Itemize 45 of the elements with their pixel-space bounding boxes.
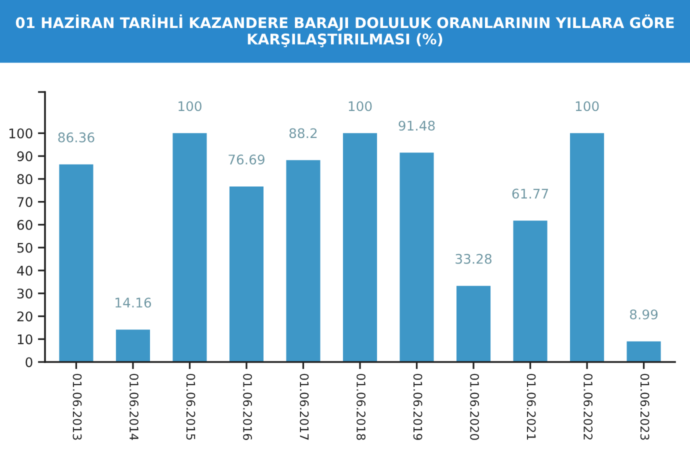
bar bbox=[570, 133, 604, 362]
data-label: 86.36 bbox=[58, 132, 94, 142]
bar bbox=[172, 133, 207, 362]
data-label: 61.77 bbox=[512, 188, 548, 199]
x-tick-label: 01.06.2013 bbox=[72, 374, 82, 440]
y-tick-label: 50 bbox=[17, 242, 32, 253]
bar bbox=[626, 341, 661, 362]
data-label: 100 bbox=[348, 101, 372, 112]
y-tick-label: 80 bbox=[17, 174, 32, 184]
x-tick-label: 01.06.2014 bbox=[130, 374, 138, 440]
data-label: 88.2 bbox=[289, 128, 317, 138]
data-label: 33.28 bbox=[456, 254, 492, 264]
bar bbox=[342, 133, 378, 362]
y-tick-label: 100 bbox=[9, 128, 32, 138]
chart-title: 01 HAZİRAN TARİHLİ KAZANDERE BARAJI DOLULUK ORANLARININ YILLARA GÖRE KARŞILAŞTIRILMASI (%) bbox=[16, 14, 674, 48]
bar bbox=[400, 152, 434, 362]
data-label: 8.99 bbox=[630, 309, 658, 320]
y-tick-label: 60 bbox=[17, 220, 32, 230]
x-tick-label: 01.06.2021 bbox=[526, 374, 536, 440]
x-tick-label: 01.06.2016 bbox=[243, 374, 252, 440]
x-tick-label: 01.06.2018 bbox=[356, 374, 366, 440]
bar bbox=[513, 220, 548, 362]
bar bbox=[59, 164, 94, 362]
bar bbox=[286, 160, 320, 362]
bar bbox=[116, 330, 150, 362]
y-tick-label: 70 bbox=[17, 197, 32, 208]
y-tick-label: 20 bbox=[17, 311, 32, 322]
x-tick-label: 01.06.2022 bbox=[584, 374, 593, 440]
y-tick-label: 0 bbox=[26, 357, 32, 368]
y-tick-label: 40 bbox=[17, 266, 32, 276]
bar bbox=[229, 186, 264, 362]
y-tick-label: 90 bbox=[17, 151, 32, 162]
x-tick-label: 01.06.2015 bbox=[186, 374, 196, 440]
data-label: 100 bbox=[178, 101, 202, 112]
y-tick-label: 10 bbox=[18, 334, 32, 344]
x-tick-label: 01.06.2020 bbox=[470, 374, 480, 440]
x-tick-label: 01.06.2023 bbox=[640, 374, 650, 440]
data-label: 100 bbox=[576, 101, 599, 112]
data-label: 91.48 bbox=[398, 120, 435, 131]
data-label: 14.16 bbox=[116, 298, 152, 308]
x-tick-label: 01.06.2019 bbox=[413, 374, 422, 440]
y-tick-label: 30 bbox=[17, 288, 32, 299]
x-tick-label: 01.06.2017 bbox=[300, 374, 309, 440]
data-label: 76.69 bbox=[228, 154, 264, 165]
bar bbox=[456, 286, 491, 362]
